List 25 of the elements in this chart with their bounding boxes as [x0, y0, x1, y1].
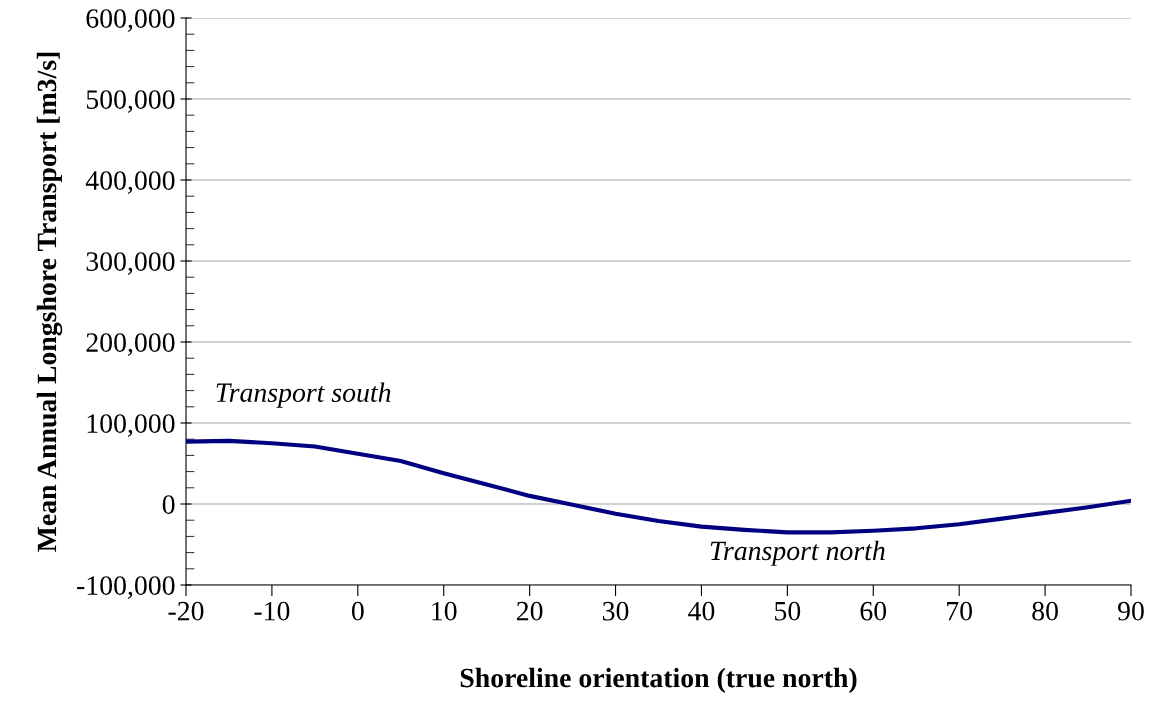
x-tick-label: -10 [254, 601, 290, 621]
annotation: Transport south [216, 382, 391, 408]
y-tick-label: 500,000 [86, 90, 175, 113]
x-tick-label: 40 [688, 601, 715, 621]
line-series [186, 438, 1131, 535]
x-tick-label: 50 [775, 601, 801, 621]
x-tick-label: 80 [1032, 601, 1058, 621]
y-tick-label: 600,000 [86, 9, 175, 32]
y-tick-label: 200,000 [86, 333, 175, 356]
y-axis-title: Mean Annual Longshore Transport [m3/s] [36, 52, 63, 552]
y-tick-label: 0 [162, 495, 175, 514]
y-tick-label: 400,000 [85, 171, 175, 194]
x-tick-label: 20 [516, 601, 543, 621]
x-axis-title: Shoreline orientation (true north) [460, 667, 857, 694]
x-tick-label: 90 [1118, 601, 1144, 621]
x-tick-label: 70 [947, 601, 973, 621]
y-tick-label: -100,000 [77, 576, 175, 599]
x-tick-label: 0 [351, 601, 364, 621]
y-tick-label: 100,000 [87, 414, 175, 437]
annotation: Transport north [710, 540, 885, 566]
x-tick-label: -20 [168, 601, 204, 621]
x-tick-label: 60 [860, 601, 887, 621]
y-tick-label: 300,000 [86, 252, 175, 275]
x-tick-label: 30 [602, 601, 629, 621]
x-tick-label: 10 [432, 601, 457, 621]
